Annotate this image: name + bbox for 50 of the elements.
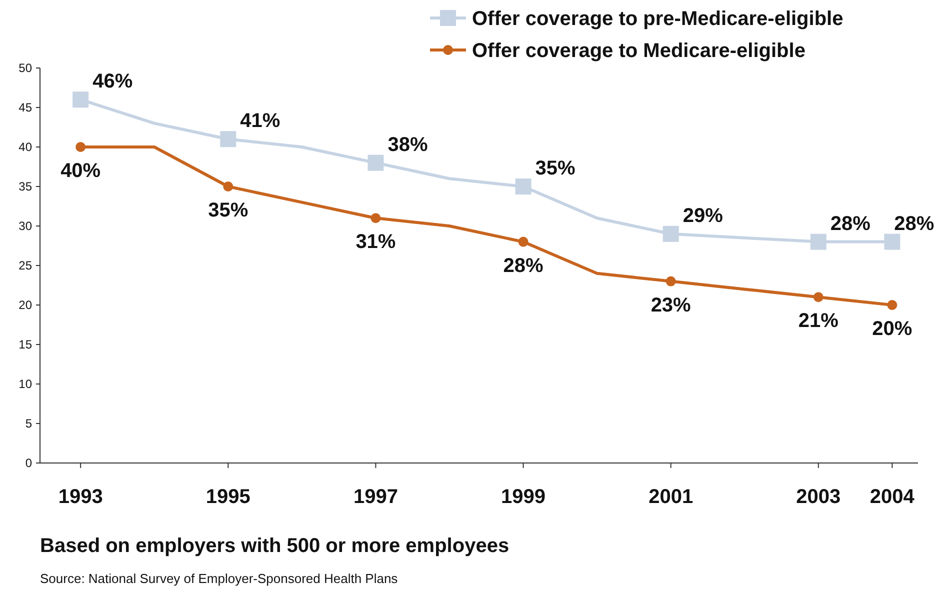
data-label: 28% — [503, 254, 544, 277]
x-tick-label: 2001 — [648, 486, 694, 508]
y-tick-label: 40 — [18, 140, 32, 154]
y-tick-label: 25 — [18, 258, 32, 272]
legend-label: Offer coverage to Medicare-eligible — [472, 40, 806, 62]
data-label: 40% — [60, 160, 101, 182]
point — [884, 234, 900, 250]
y-tick-label: 45 — [18, 100, 32, 114]
point — [887, 300, 898, 310]
data-label: 31% — [356, 231, 396, 254]
y-tick-label: 20 — [18, 298, 32, 312]
data-label: 28% — [830, 212, 871, 235]
source-note: Source: National Survey of Employer-Sponsored Health Plans — [40, 571, 398, 586]
data-label: 28% — [894, 212, 934, 235]
x-tick-label: 2004 — [870, 486, 916, 508]
data-label: 29% — [682, 204, 724, 227]
x-tick-label: 1995 — [206, 486, 250, 508]
y-tick-label: 50 — [18, 61, 32, 75]
point — [72, 92, 89, 108]
y-tick-label: 0 — [25, 456, 32, 470]
y-tick-label: 5 — [25, 416, 32, 430]
data-label: 21% — [798, 310, 839, 332]
data-label: 20% — [872, 318, 912, 340]
point — [368, 154, 384, 171]
point — [813, 292, 824, 302]
text: Based on employers with 500 or more employees — [40, 535, 510, 557]
y-tick-label: 15 — [18, 338, 32, 352]
point — [518, 236, 528, 247]
point — [220, 131, 236, 148]
x-tick-label: 1997 — [353, 486, 398, 508]
y-tick-label: 35 — [18, 180, 32, 194]
x-tick-label: 1999 — [501, 486, 546, 508]
data-label: 35% — [208, 200, 248, 222]
y-tick-label: 10 — [18, 377, 32, 391]
point — [662, 226, 679, 242]
legend-label: Offer coverage to pre-Medicare-eligible — [472, 8, 844, 30]
point — [515, 178, 532, 194]
data-label: 41% — [240, 110, 280, 132]
x-tick-label: 1993 — [58, 486, 103, 508]
data-label: 38% — [388, 134, 428, 156]
data-label: 23% — [650, 294, 692, 316]
point — [370, 213, 381, 224]
x-tick-label: 2003 — [796, 486, 841, 508]
point — [666, 276, 676, 286]
data-label: 35% — [535, 158, 576, 180]
point — [223, 182, 234, 192]
y-tick-label: 30 — [18, 219, 32, 233]
point — [810, 234, 826, 250]
point — [76, 142, 86, 152]
data-label: 46% — [92, 70, 133, 93]
